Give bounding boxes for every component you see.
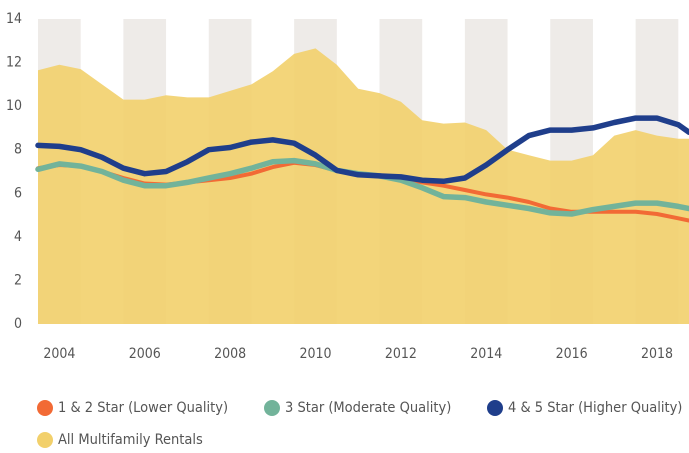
x-tick-label: 2008 [214,346,246,362]
legend-label: 3 Star (Moderate Quality) [285,400,451,416]
legend-swatch [264,400,280,416]
x-tick-label: 2012 [385,346,417,362]
legend-label: All Multifamily Rentals [58,432,203,448]
x-tick-label: 2014 [470,346,502,362]
legend-swatch [37,400,53,416]
y-tick-label: 2 [14,272,22,288]
y-tick-label: 4 [14,229,22,245]
x-tick-label: 2010 [299,346,331,362]
area [38,48,689,325]
x-tick-label: 2004 [43,346,75,362]
y-tick-label: 8 [14,142,22,158]
y-tick-label: 6 [14,185,22,201]
y-tick-label: 0 [14,316,22,332]
legend-label: 4 & 5 Star (Higher Quality) [508,400,682,416]
line [35,115,689,185]
x-tick-label: 2006 [129,346,161,362]
y-tick-label: 10 [6,98,22,114]
y-tick-label: 12 [6,55,22,71]
legend-swatch [37,432,53,448]
legend-label: 1 & 2 Star (Lower Quality) [58,400,228,416]
x-tick-label: 2016 [556,346,588,362]
y-tick-label: 14 [6,11,22,27]
legend-swatch [487,400,503,416]
x-tick-label: 2018 [641,346,673,362]
